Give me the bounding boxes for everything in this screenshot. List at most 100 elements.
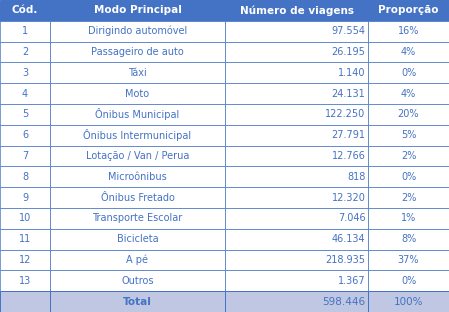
Bar bbox=[0, 62, 50, 83]
Text: 6: 6 bbox=[22, 130, 28, 140]
Text: 0%: 0% bbox=[401, 276, 416, 286]
Bar bbox=[368, 83, 449, 104]
Bar bbox=[50, 250, 225, 271]
Bar bbox=[225, 21, 368, 41]
Text: 12: 12 bbox=[19, 255, 31, 265]
Bar bbox=[225, 187, 368, 208]
Text: 0%: 0% bbox=[401, 68, 416, 78]
Text: 5: 5 bbox=[22, 110, 28, 119]
Bar bbox=[0, 229, 50, 250]
Text: 1: 1 bbox=[22, 26, 28, 36]
Bar bbox=[225, 229, 368, 250]
Bar bbox=[368, 166, 449, 187]
Bar bbox=[0, 271, 50, 291]
Bar bbox=[50, 187, 225, 208]
Text: Transporte Escolar: Transporte Escolar bbox=[92, 213, 183, 223]
Text: 12.320: 12.320 bbox=[332, 193, 365, 202]
Text: Microônibus: Microônibus bbox=[108, 172, 167, 182]
Text: 27.791: 27.791 bbox=[331, 130, 365, 140]
Text: Outros: Outros bbox=[121, 276, 154, 286]
Text: Total: Total bbox=[123, 297, 152, 307]
Text: A pé: A pé bbox=[127, 255, 149, 265]
Bar bbox=[368, 271, 449, 291]
Bar bbox=[368, 208, 449, 229]
Bar bbox=[0, 21, 50, 41]
Text: 10: 10 bbox=[19, 213, 31, 223]
Text: 5%: 5% bbox=[401, 130, 416, 140]
Bar bbox=[50, 271, 225, 291]
Text: Proporção: Proporção bbox=[378, 5, 439, 15]
Bar bbox=[225, 271, 368, 291]
Text: 7.046: 7.046 bbox=[338, 213, 365, 223]
Bar bbox=[225, 62, 368, 83]
Bar bbox=[0, 291, 50, 312]
Text: 4%: 4% bbox=[401, 47, 416, 57]
Text: Lotação / Van / Perua: Lotação / Van / Perua bbox=[86, 151, 189, 161]
Text: Cód.: Cód. bbox=[12, 5, 38, 15]
Bar bbox=[50, 291, 225, 312]
Bar bbox=[50, 83, 225, 104]
Text: 97.554: 97.554 bbox=[331, 26, 365, 36]
Bar bbox=[50, 166, 225, 187]
Text: 8: 8 bbox=[22, 172, 28, 182]
Bar bbox=[225, 0, 368, 21]
Bar bbox=[368, 146, 449, 166]
Text: 598.446: 598.446 bbox=[322, 297, 365, 307]
Bar bbox=[368, 104, 449, 125]
Text: 12.766: 12.766 bbox=[332, 151, 365, 161]
Text: 218.935: 218.935 bbox=[326, 255, 365, 265]
Bar bbox=[225, 104, 368, 125]
Bar bbox=[50, 21, 225, 41]
Bar bbox=[368, 21, 449, 41]
Bar bbox=[225, 146, 368, 166]
Text: 4: 4 bbox=[22, 89, 28, 99]
Bar bbox=[0, 166, 50, 187]
Text: 11: 11 bbox=[19, 234, 31, 244]
Text: 7: 7 bbox=[22, 151, 28, 161]
Bar bbox=[0, 146, 50, 166]
Bar bbox=[225, 125, 368, 146]
Text: 2%: 2% bbox=[401, 151, 416, 161]
Bar bbox=[50, 146, 225, 166]
Bar bbox=[50, 62, 225, 83]
Bar bbox=[0, 0, 50, 21]
Bar bbox=[225, 208, 368, 229]
Text: 100%: 100% bbox=[394, 297, 423, 307]
Text: 26.195: 26.195 bbox=[332, 47, 365, 57]
Text: Passageiro de auto: Passageiro de auto bbox=[91, 47, 184, 57]
Text: 16%: 16% bbox=[398, 26, 419, 36]
Text: Número de viagens: Número de viagens bbox=[239, 5, 353, 16]
Text: 3: 3 bbox=[22, 68, 28, 78]
Text: 2%: 2% bbox=[401, 193, 416, 202]
Bar bbox=[0, 41, 50, 62]
Bar bbox=[0, 208, 50, 229]
Text: Ônibus Fretado: Ônibus Fretado bbox=[101, 193, 175, 202]
Bar bbox=[368, 41, 449, 62]
Bar bbox=[50, 104, 225, 125]
Bar bbox=[368, 125, 449, 146]
Bar bbox=[50, 41, 225, 62]
Bar bbox=[225, 41, 368, 62]
Text: 24.131: 24.131 bbox=[332, 89, 365, 99]
Text: 2: 2 bbox=[22, 47, 28, 57]
Text: 0%: 0% bbox=[401, 172, 416, 182]
Text: Modo Principal: Modo Principal bbox=[93, 5, 181, 15]
Text: 1%: 1% bbox=[401, 213, 416, 223]
Bar bbox=[50, 229, 225, 250]
Bar bbox=[50, 0, 225, 21]
Bar bbox=[50, 208, 225, 229]
Bar bbox=[368, 229, 449, 250]
Bar bbox=[368, 0, 449, 21]
Bar bbox=[0, 125, 50, 146]
Bar bbox=[225, 166, 368, 187]
Bar bbox=[0, 83, 50, 104]
Bar bbox=[0, 104, 50, 125]
Text: 46.134: 46.134 bbox=[332, 234, 365, 244]
Bar bbox=[368, 187, 449, 208]
Text: Ônibus Intermunicipal: Ônibus Intermunicipal bbox=[84, 129, 192, 141]
Text: Táxi: Táxi bbox=[128, 68, 147, 78]
Text: 20%: 20% bbox=[398, 110, 419, 119]
Text: 37%: 37% bbox=[398, 255, 419, 265]
Bar bbox=[0, 187, 50, 208]
Bar bbox=[0, 250, 50, 271]
